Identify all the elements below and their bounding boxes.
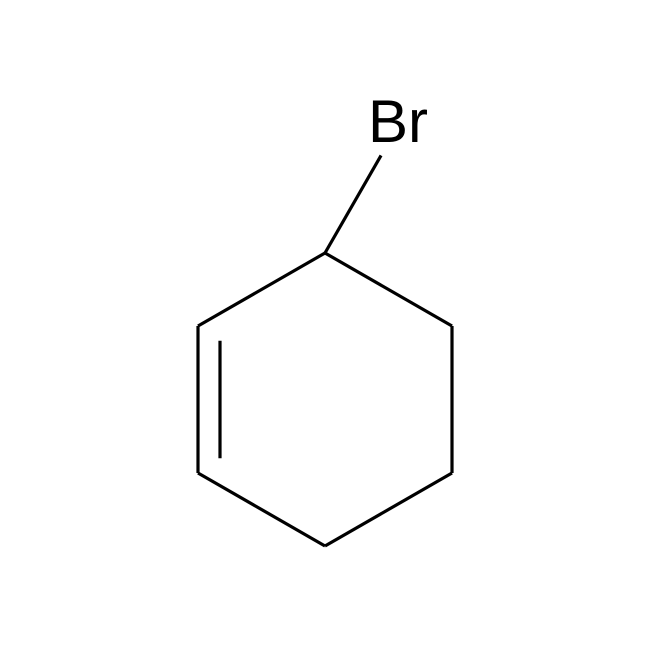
bond-line [198,473,325,546]
molecule-canvas: Br [0,0,650,650]
bond-line [325,473,452,546]
atom-label-br: Br [368,88,428,155]
bond-line [325,253,452,326]
bond-line [198,253,325,326]
bond-line [325,155,381,253]
